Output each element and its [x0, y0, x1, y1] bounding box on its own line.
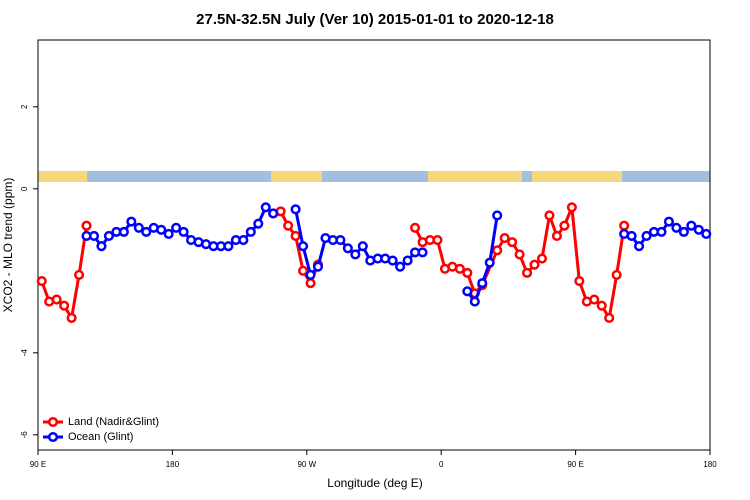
data-point [163, 228, 174, 239]
data-point [499, 232, 510, 244]
data-point [238, 235, 249, 246]
data-point [357, 241, 368, 252]
data-point [507, 237, 518, 248]
data-point [693, 224, 704, 235]
data-point [305, 278, 316, 289]
data-point [103, 230, 114, 242]
y-tick-label: 2 [20, 104, 29, 109]
data-point [66, 312, 77, 324]
data-point [484, 257, 495, 268]
data-point [253, 218, 264, 229]
data-point [141, 226, 152, 237]
data-point [536, 253, 548, 264]
data-point [133, 222, 144, 233]
data-point [156, 224, 167, 235]
data-point [663, 216, 674, 227]
data-point [492, 245, 503, 256]
data-point [260, 202, 271, 213]
y-axis-label: XCO2 - MLO trend (ppm) [1, 178, 15, 313]
data-point [126, 216, 137, 227]
data-point [462, 286, 473, 297]
plot-frame [37, 39, 711, 451]
data-point [701, 228, 712, 239]
x-tick-label: 90 W [297, 460, 316, 469]
data-point [477, 278, 488, 289]
data-point [522, 267, 533, 278]
data-point [410, 222, 421, 233]
data-point [641, 230, 652, 242]
data-point [671, 222, 682, 233]
data-point [171, 222, 182, 233]
legend-marker [47, 416, 59, 428]
data-point [350, 249, 361, 260]
data-point [604, 312, 615, 324]
data-point [634, 241, 645, 252]
data-point [283, 220, 294, 231]
data-point [566, 202, 577, 213]
data-point [417, 247, 428, 258]
data-point [342, 243, 353, 254]
data-point [402, 255, 413, 266]
data-point [290, 204, 301, 215]
data-point [529, 259, 540, 270]
data-point [88, 230, 100, 242]
x-tick-label: 180 [166, 460, 180, 469]
data-point [96, 241, 107, 252]
data-point [36, 276, 47, 287]
data-point [268, 208, 279, 219]
data-point [626, 230, 637, 242]
x-tick-label: 90 E [567, 460, 583, 469]
data-point [686, 220, 697, 231]
data-point [619, 220, 630, 231]
chart-title: 27.5N-32.5N July (Ver 10) 2015-01-01 to … [196, 11, 554, 28]
data-point [51, 294, 62, 305]
data-point [574, 276, 585, 287]
data-point [611, 269, 622, 280]
legend-label: Land (Nadir&Glint) [68, 416, 159, 428]
x-tick-label: 90 E [30, 460, 46, 469]
data-point [118, 226, 129, 237]
data-point [492, 210, 503, 221]
x-axis-label: Longitude (deg E) [327, 476, 422, 490]
data-point [298, 265, 309, 276]
data-point [559, 220, 570, 231]
data-point [596, 300, 607, 311]
y-tick-label: -6 [20, 431, 29, 439]
data-point [74, 269, 85, 280]
legend-marker [47, 431, 59, 443]
data-point [395, 261, 406, 272]
data-point [469, 296, 480, 307]
x-tick-label: 0 [439, 460, 444, 469]
data-point [298, 241, 309, 252]
data-point [305, 269, 316, 280]
data-point [59, 300, 70, 311]
data-point [178, 226, 189, 237]
data-point [245, 226, 256, 237]
data-point [544, 210, 555, 221]
land-mask-strip [38, 171, 710, 182]
y-tick-label: 0 [20, 186, 29, 191]
data-point [290, 230, 301, 242]
data-point [223, 241, 234, 252]
data-point [81, 220, 92, 231]
y-tick-label: -4 [20, 349, 29, 357]
data-point [312, 261, 324, 272]
data-point [514, 249, 525, 260]
data-point [454, 263, 465, 274]
x-tick-label: 180 [703, 460, 717, 469]
data-point [335, 235, 346, 246]
data-point [551, 230, 562, 242]
data-point [462, 267, 473, 278]
legend-label: Ocean (Glint) [68, 431, 133, 443]
data-point [432, 235, 443, 246]
data-point [656, 226, 667, 237]
data-point [678, 226, 689, 237]
data-point [387, 255, 398, 266]
data-point [589, 294, 600, 305]
